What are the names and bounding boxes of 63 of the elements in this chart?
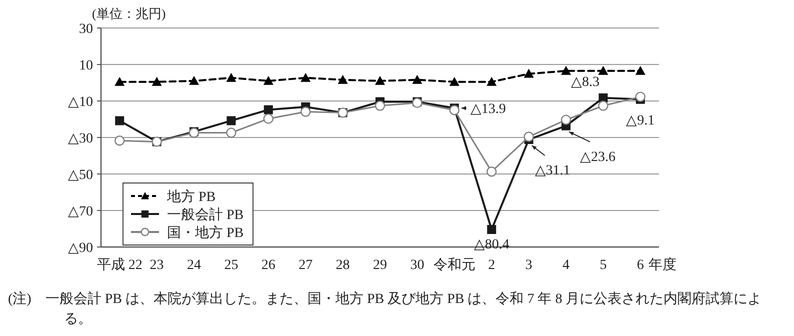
x-tick-label: 3 xyxy=(525,258,532,273)
point xyxy=(598,100,608,111)
x-tick-label: 2 xyxy=(488,258,496,273)
y-tick-label: 30 xyxy=(79,22,93,37)
point xyxy=(338,74,348,84)
point xyxy=(524,68,534,78)
annotation: △9.1 xyxy=(626,113,655,128)
point xyxy=(263,76,274,85)
legend-label: 国・地方 PB xyxy=(167,225,244,241)
x-tick-label: 26 xyxy=(261,258,276,273)
x-tick-label: 29 xyxy=(373,258,387,273)
annotation: △23.6 xyxy=(580,150,616,165)
point xyxy=(598,66,608,75)
point xyxy=(152,76,162,86)
legend-label: 地方 PB xyxy=(166,189,216,205)
point xyxy=(114,136,125,146)
x-tick-label: 5 xyxy=(600,258,607,273)
y-tick-label: △90 xyxy=(68,241,93,256)
y-tick-label: △50 xyxy=(68,168,93,183)
point xyxy=(264,105,273,114)
y-axis-title: (単位：兆円) xyxy=(92,6,166,21)
point xyxy=(524,132,534,142)
x-tick-label: 25 xyxy=(224,258,238,273)
point xyxy=(635,92,646,102)
point xyxy=(449,76,460,86)
annotation: △31.1 xyxy=(534,164,570,179)
x-tick-label: 24 xyxy=(187,258,201,273)
y-tick-label: 10 xyxy=(79,58,93,74)
annotation: △13.9 xyxy=(470,102,506,118)
point xyxy=(226,128,236,138)
point xyxy=(487,224,496,234)
point xyxy=(189,76,199,85)
x-tick-label: 23 xyxy=(150,258,164,273)
y-tick-label: △10 xyxy=(68,95,93,110)
point xyxy=(263,114,274,124)
point xyxy=(412,74,422,84)
point xyxy=(486,166,497,177)
point xyxy=(114,76,125,86)
x-tick-label: 30 xyxy=(410,258,424,273)
legend-label: 一般会計 PB xyxy=(167,207,244,223)
point xyxy=(561,66,571,75)
point xyxy=(374,100,386,111)
point xyxy=(560,114,572,125)
y-tick-label: △70 xyxy=(68,204,93,220)
point xyxy=(486,76,497,86)
point xyxy=(300,106,311,117)
text: (注) 一般会計 PB は、本院が算出した。また、国・地方 PB 及び地方 PB は、令和 7 年 8 月に公表された内閣府試算による。 xyxy=(8,290,763,329)
x-tick-label: 令和元 xyxy=(433,257,476,273)
point xyxy=(635,66,646,75)
y-tick-label: △30 xyxy=(68,132,93,146)
x-tick-label: 27 xyxy=(298,258,313,273)
x-tick-label: 6 xyxy=(636,258,644,273)
point xyxy=(300,72,311,82)
annotation: △8.3 xyxy=(570,74,600,90)
x-tick-label: 4 xyxy=(562,258,570,273)
x-tick-label: 平成 22 xyxy=(96,257,142,273)
point xyxy=(226,72,236,82)
point xyxy=(115,116,124,126)
point xyxy=(226,116,236,126)
x-tick-label: 28 xyxy=(336,258,350,273)
x-axis-title: 年度 xyxy=(648,257,676,273)
point xyxy=(449,105,460,116)
point xyxy=(375,76,385,85)
